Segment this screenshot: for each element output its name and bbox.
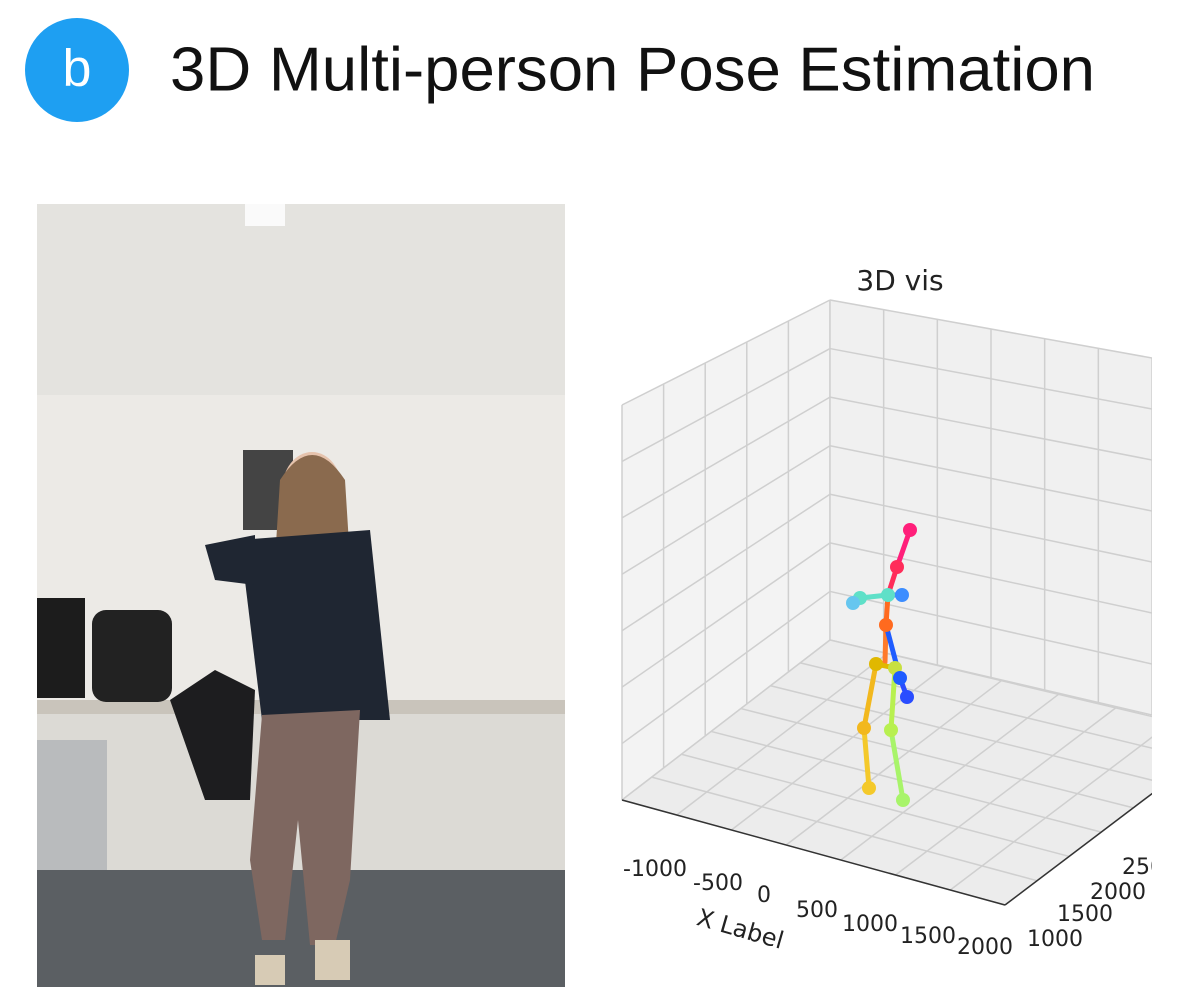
plot-title: 3D vis (856, 264, 943, 297)
axis-line (621, 799, 1006, 906)
grid-line (785, 680, 1002, 846)
y-tick-label: 1500 (1057, 902, 1113, 927)
x-tick-label: 1000 (842, 912, 898, 937)
photo (37, 204, 565, 987)
grid-line (676, 652, 888, 816)
skeleton (846, 523, 917, 807)
badge-letter: b (63, 40, 92, 98)
x-tick-label: -500 (693, 871, 743, 896)
x-tick-label: 0 (757, 883, 771, 908)
grid-line (829, 590, 1152, 665)
grid-line (621, 542, 831, 688)
grid-line (621, 590, 831, 745)
y-tick-label: 2000 (1090, 880, 1146, 905)
y-tick-label: 1000 (1027, 927, 1083, 952)
grid-line (829, 396, 1152, 461)
grid-line (829, 444, 1152, 512)
x-tick-label: 2000 (957, 935, 1013, 960)
grid-line (829, 493, 1152, 563)
title: 3D Multi-person Pose Estimation (170, 35, 1095, 104)
badge (25, 18, 129, 122)
grid-line (621, 445, 831, 575)
grid-line (621, 299, 831, 406)
grid-line (621, 396, 831, 519)
grid-line (895, 707, 1117, 876)
grid-line (800, 662, 1152, 749)
grid-line (621, 347, 831, 463)
grid-line (840, 693, 1060, 861)
grid-line (740, 707, 1134, 809)
grid-line (949, 736, 1152, 891)
plot-area (621, 299, 1152, 906)
grid-line (770, 684, 1152, 781)
grid-line (829, 347, 1152, 410)
grid-line (621, 493, 831, 632)
y-tick-label: 2500 (1122, 855, 1178, 880)
pane (622, 640, 1152, 905)
grid-line (829, 299, 1152, 359)
x-axis-label: X Label (694, 903, 787, 954)
grid-line (710, 730, 1102, 833)
axis-line (1004, 792, 1152, 906)
grid-line (621, 639, 831, 801)
grid-line (651, 776, 1038, 882)
x-tick-label: 1500 (900, 924, 956, 949)
x-tick-label: 500 (796, 898, 838, 923)
pane (622, 300, 830, 800)
x-tick-label: -1000 (623, 857, 687, 882)
grid-line (681, 753, 1070, 858)
grid-line (829, 542, 1152, 614)
